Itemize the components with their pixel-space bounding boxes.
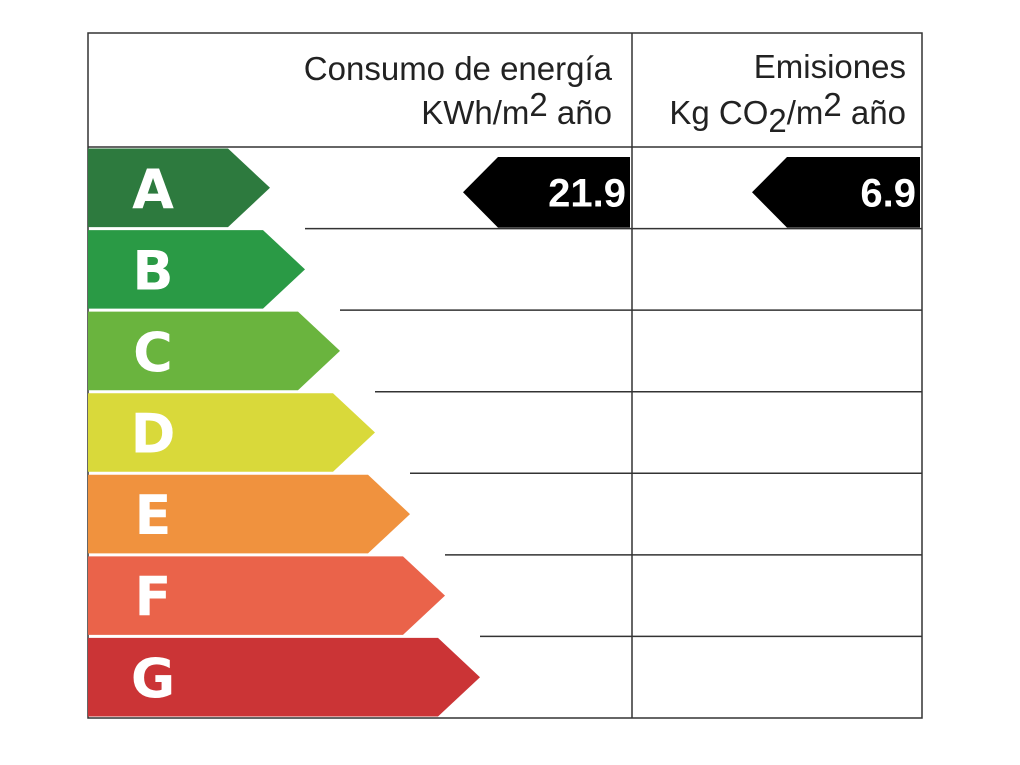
rating-letter: B	[132, 239, 173, 302]
unit-part: Kg CO	[669, 94, 768, 131]
energy-unit: KWh/m2​ año	[421, 86, 612, 131]
energy-title: Consumo de energía	[304, 50, 613, 87]
emissions-title: Emisiones	[754, 48, 906, 85]
emissions-indicator	[752, 157, 920, 228]
rating-letter: A	[132, 158, 174, 221]
rating-arrow	[88, 148, 270, 228]
unit-part: /m	[787, 94, 824, 131]
energy-indicator	[463, 157, 630, 228]
rating-arrow	[88, 311, 340, 391]
rating-letter: F	[135, 566, 172, 629]
rating-arrow	[88, 230, 305, 309]
rating-arrow	[88, 393, 375, 472]
unit-part: 2	[823, 86, 841, 123]
rating-letter: G	[131, 647, 175, 710]
rating-arrow	[88, 637, 480, 717]
energy-value: 21.9	[548, 171, 626, 215]
rating-arrow	[88, 474, 410, 554]
unit-part: KWh/m	[421, 94, 529, 131]
unit-part: año	[548, 94, 612, 131]
rating-letter: E	[135, 484, 172, 547]
unit-part: 2	[768, 102, 786, 139]
unit-part: 2	[529, 86, 547, 123]
rating-letter: C	[133, 321, 173, 384]
rating-arrow	[88, 556, 445, 635]
unit-part: año	[842, 94, 906, 131]
emissions-unit: Kg CO2​/m2​ año	[669, 86, 906, 139]
rating-letter: D	[131, 403, 176, 466]
emissions-value: 6.9	[860, 171, 916, 215]
